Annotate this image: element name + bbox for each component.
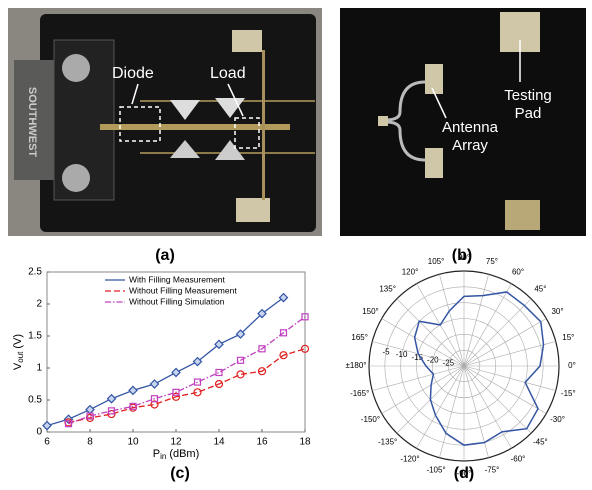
panel-label: (c) [170,465,190,482]
angle-tick-label: 75° [486,257,498,266]
angle-tick-label: -120° [400,455,419,464]
angle-tick-label: -45° [533,437,548,446]
feed-port [378,116,388,126]
brand: SOUTHWEST [26,87,38,158]
angle-tick-label: 105° [428,257,445,266]
y-axis-title-unit: (V) [12,334,24,349]
trace [262,50,265,200]
angle-tick-label: -15° [561,389,576,398]
pad [232,30,262,52]
angle-tick-label: -60° [511,455,526,464]
y-tick-label: 1 [36,363,42,374]
legend-label: Without Filling Simulation [129,296,225,306]
photo-label: Array [452,137,488,154]
x-tick-label: 8 [87,437,93,448]
y-tick-label: 0.5 [28,395,42,406]
angle-tick-label: 60° [512,268,524,277]
pad [236,198,270,222]
y-tick-label: 1.5 [28,331,42,342]
angle-tick-label: 30° [551,307,563,316]
figure: SOUTHWEST Diode Load Antenna Array Testi… [0,0,592,485]
x-axis-title-main: P [153,448,160,460]
pad [505,200,540,230]
photo-label: Load [210,65,246,82]
angle-tick-label: -135° [378,437,397,446]
photo-label: Antenna [442,119,499,136]
legend-label: Without Filling Measurement [129,285,237,295]
x-tick-label: 10 [127,437,139,448]
angle-tick-label: 150° [362,307,379,316]
photo-label: Testing [504,87,552,104]
panel-label: (a) [155,247,175,264]
x-tick-label: 18 [299,437,311,448]
photo-b: Antenna Array Testing Pad [340,8,586,236]
angle-tick-label: -30° [550,415,565,424]
patch [425,148,443,178]
y-tick-label: 2 [36,299,42,310]
r-tick-label: -5 [382,347,390,356]
angle-tick-label: 90° [458,253,470,262]
patch [425,64,443,94]
angle-tick-label: -90° [457,469,472,478]
photo-label: Diode [112,65,154,82]
angle-tick-label: 0° [568,361,576,370]
photo-label: Pad [515,105,542,122]
x-tick-label: 12 [170,437,182,448]
screw [62,164,90,192]
legend-label: With Filling Measurement [129,274,226,284]
x-tick-label: 14 [213,437,225,448]
angle-tick-label: -105° [426,465,445,474]
y-axis-title: Vout(V) [12,334,25,370]
angle-tick-label: -75° [485,465,500,474]
x-axis-title: Pin(dBm) [153,448,200,461]
r-tick-label: -10 [396,350,408,359]
angle-tick-label: 135° [379,285,396,294]
angle-tick-label: 120° [402,268,419,277]
r-tick-label: -20 [427,356,439,365]
photo-a: SOUTHWEST Diode Load [8,8,322,236]
y-tick-label: 0 [36,427,42,438]
x-tick-label: 6 [44,437,50,448]
angle-tick-label: 15° [562,333,574,342]
trace [100,124,290,130]
angle-tick-label: ±180° [346,361,367,370]
angle-tick-label: -165° [350,389,369,398]
x-tick-label: 16 [256,437,268,448]
x-axis-title-unit: (dBm) [169,448,199,460]
angle-tick-label: -150° [361,415,380,424]
screw [62,54,90,82]
y-axis-title-sub: out [16,351,25,363]
angle-tick-label: 45° [534,285,546,294]
y-tick-label: 2.5 [28,267,42,278]
x-axis-title-sub: in [160,452,166,461]
angle-tick-label: 165° [351,333,368,342]
